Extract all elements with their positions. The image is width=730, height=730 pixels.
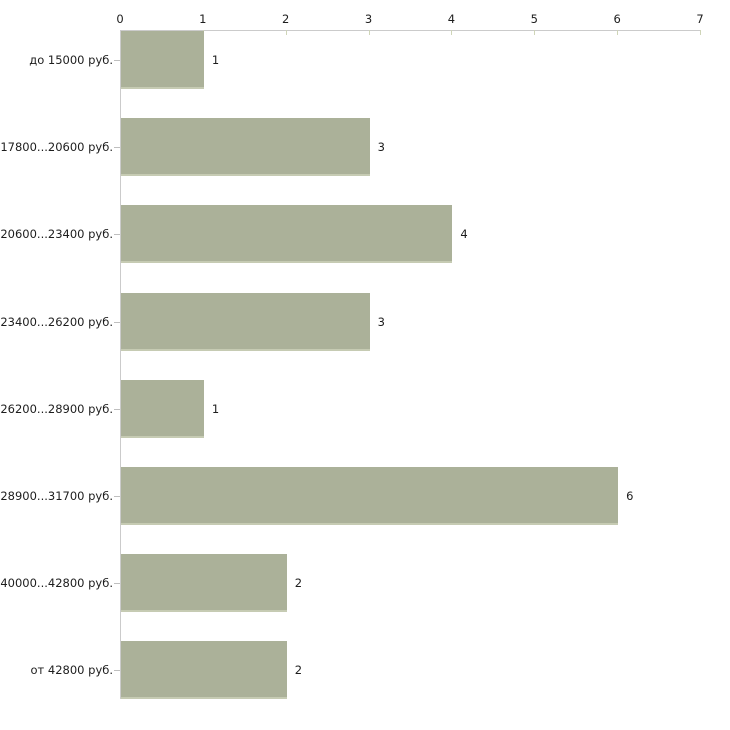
x-tick-mark bbox=[368, 30, 370, 35]
x-tick-label: 6 bbox=[613, 12, 621, 26]
x-tick-mark bbox=[617, 30, 619, 35]
bar-value-label: 1 bbox=[211, 401, 220, 416]
bar-value-label: 4 bbox=[460, 227, 468, 242]
category-label: 26200...28900 руб. bbox=[0, 401, 113, 416]
category-tick-mark bbox=[114, 408, 120, 410]
category-tick-mark bbox=[114, 496, 120, 497]
category-label: 23400...26200 руб. bbox=[0, 314, 113, 329]
x-tick-label: 7 bbox=[696, 12, 704, 26]
bar-value-label: 3 bbox=[377, 140, 385, 155]
x-axis-line bbox=[120, 30, 700, 31]
category-label: до 15000 руб. bbox=[29, 53, 113, 67]
bar-value-label: 1 bbox=[211, 53, 220, 67]
bar bbox=[121, 292, 370, 351]
x-tick-mark bbox=[700, 30, 701, 35]
category-label: 28900...31700 руб. bbox=[0, 489, 113, 503]
category-label: от 42800 руб. bbox=[30, 663, 113, 678]
category-tick-mark bbox=[114, 147, 120, 149]
category-label: 17800...20600 руб. bbox=[0, 140, 113, 155]
bar-value-label: 2 bbox=[294, 576, 303, 591]
x-tick-label: 4 bbox=[447, 12, 456, 26]
bar bbox=[121, 379, 204, 438]
bar bbox=[121, 554, 287, 613]
category-tick-mark bbox=[114, 60, 120, 61]
bar bbox=[121, 205, 453, 264]
category-label: 20600...23400 руб. bbox=[0, 227, 113, 242]
category-label: 40000...42800 руб. bbox=[0, 576, 113, 591]
bar-value-label: 6 bbox=[626, 489, 634, 503]
x-tick-mark bbox=[534, 30, 536, 35]
bar-value-label: 2 bbox=[294, 663, 303, 678]
x-tick-label: 5 bbox=[530, 12, 538, 26]
category-tick-mark bbox=[114, 670, 120, 672]
x-tick-label: 1 bbox=[199, 12, 207, 26]
x-tick-label: 2 bbox=[282, 12, 290, 26]
y-axis-line bbox=[120, 30, 121, 700]
category-tick-mark bbox=[114, 234, 120, 236]
bar bbox=[121, 467, 619, 525]
x-tick-label: 3 bbox=[364, 12, 373, 26]
category-tick-mark bbox=[114, 583, 120, 585]
bar bbox=[121, 641, 287, 700]
bar bbox=[121, 118, 370, 177]
category-tick-mark bbox=[114, 321, 120, 323]
x-tick-label: 0 bbox=[116, 12, 124, 26]
x-tick-mark bbox=[285, 30, 287, 35]
bar bbox=[121, 31, 204, 89]
x-tick-mark bbox=[451, 30, 453, 35]
bar-value-label: 3 bbox=[377, 314, 385, 329]
